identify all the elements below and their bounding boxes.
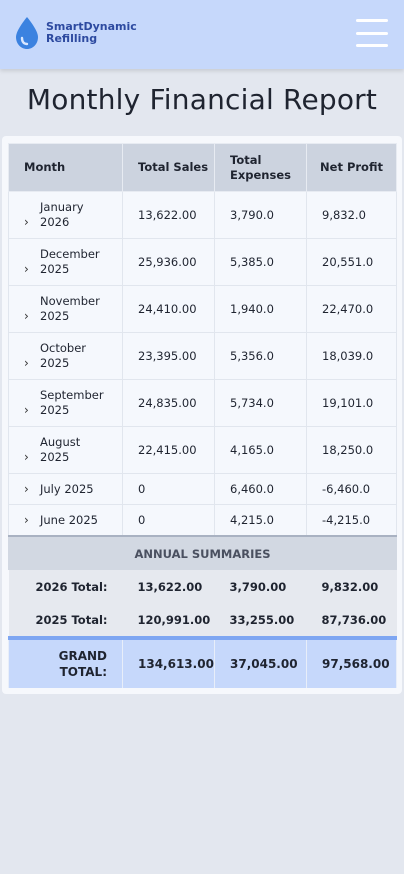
grand-total-profit: 97,568.00 bbox=[306, 636, 397, 688]
brand-name: SmartDynamic Refilling bbox=[46, 21, 156, 45]
annual-summaries-heading-row: ANNUAL SUMMARIES bbox=[8, 535, 397, 570]
expenses-cell: 5,356.0 bbox=[214, 332, 307, 380]
summary-sales: 120,991.00 bbox=[122, 603, 215, 638]
sales-cell: 13,622.00 bbox=[122, 191, 215, 239]
month-cell: › August 2025 bbox=[8, 426, 123, 474]
water-drop-icon bbox=[16, 17, 38, 49]
profit-cell: -6,460.0 bbox=[306, 473, 397, 505]
financial-report-table: Month Total Sales Total Expenses Net Pro… bbox=[8, 143, 397, 688]
grand-total-label: GRAND TOTAL: bbox=[58, 649, 107, 679]
table-row[interactable]: › June 2025 0 4,215.0 -4,215.0 bbox=[8, 504, 397, 537]
summary-row: 2026 Total: 13,622.00 3,790.00 9,832.00 bbox=[8, 570, 397, 603]
summary-expenses: 33,255.00 bbox=[214, 603, 307, 638]
sales-cell: 25,936.00 bbox=[122, 238, 215, 286]
expenses-cell: 4,215.0 bbox=[214, 504, 307, 537]
month-cell: › September 2025 bbox=[8, 379, 123, 427]
summary-profit: 9,832.00 bbox=[306, 570, 397, 603]
chevron-right-icon[interactable]: › bbox=[24, 481, 29, 496]
table-row[interactable]: › October 2025 23,395.00 5,356.0 18,039.0 bbox=[8, 332, 397, 380]
month-cell: › July 2025 bbox=[8, 473, 123, 505]
column-header-month[interactable]: Month bbox=[8, 143, 123, 192]
sales-cell: 0 bbox=[122, 473, 215, 505]
profit-cell: 22,470.0 bbox=[306, 285, 397, 333]
profit-cell: 18,039.0 bbox=[306, 332, 397, 380]
chevron-right-icon[interactable]: › bbox=[24, 215, 29, 229]
month-label: October 2025 bbox=[40, 341, 87, 370]
column-header-net-profit[interactable]: Net Profit bbox=[306, 143, 397, 192]
expenses-cell: 5,385.0 bbox=[214, 238, 307, 286]
summary-sales: 13,622.00 bbox=[122, 570, 215, 603]
brand-name-line1: SmartDynamic bbox=[46, 20, 137, 33]
table-header-row: Month Total Sales Total Expenses Net Pro… bbox=[8, 143, 397, 192]
profit-cell: -4,215.0 bbox=[306, 504, 397, 537]
table-row[interactable]: › January 2026 13,622.00 3,790.0 9,832.0 bbox=[8, 191, 397, 239]
chevron-right-icon[interactable]: › bbox=[24, 450, 29, 464]
grand-total-expenses: 37,045.00 bbox=[214, 636, 307, 688]
chevron-right-icon[interactable]: › bbox=[24, 356, 29, 370]
column-header-total-sales[interactable]: Total Sales bbox=[122, 143, 215, 192]
expenses-cell: 5,734.0 bbox=[214, 379, 307, 427]
expenses-cell: 4,165.0 bbox=[214, 426, 307, 474]
chevron-right-icon[interactable]: › bbox=[24, 512, 29, 527]
sales-cell: 24,835.00 bbox=[122, 379, 215, 427]
table-row[interactable]: › July 2025 0 6,460.0 -6,460.0 bbox=[8, 473, 397, 505]
month-label: June 2025 bbox=[40, 512, 98, 527]
month-cell: › June 2025 bbox=[8, 504, 123, 537]
summary-row: 2025 Total: 120,991.00 33,255.00 87,736.… bbox=[8, 603, 397, 638]
hamburger-bar bbox=[356, 44, 388, 47]
table-row[interactable]: › November 2025 24,410.00 1,940.0 22,470.… bbox=[8, 285, 397, 333]
month-label: July 2025 bbox=[40, 481, 94, 496]
sales-cell: 22,415.00 bbox=[122, 426, 215, 474]
annual-summaries-heading: ANNUAL SUMMARIES bbox=[8, 535, 397, 570]
table-row[interactable]: › August 2025 22,415.00 4,165.0 18,250.0 bbox=[8, 426, 397, 474]
sales-cell: 0 bbox=[122, 504, 215, 537]
sales-cell: 24,410.00 bbox=[122, 285, 215, 333]
month-label: January 2026 bbox=[40, 200, 84, 229]
hamburger-bar bbox=[356, 19, 388, 22]
chevron-right-icon[interactable]: › bbox=[24, 262, 29, 276]
month-cell: › January 2026 bbox=[8, 191, 123, 239]
table-row[interactable]: › September 2025 24,835.00 5,734.0 19,101… bbox=[8, 379, 397, 427]
month-cell: › November 2025 bbox=[8, 285, 123, 333]
month-label: September 2025 bbox=[40, 388, 104, 417]
page-title: Monthly Financial Report bbox=[26, 83, 378, 116]
expenses-cell: 6,460.0 bbox=[214, 473, 307, 505]
profit-cell: 20,551.0 bbox=[306, 238, 397, 286]
brand-name-line2: Refilling bbox=[46, 32, 98, 45]
month-cell: › December 2025 bbox=[8, 238, 123, 286]
sales-cell: 23,395.00 bbox=[122, 332, 215, 380]
profit-cell: 18,250.0 bbox=[306, 426, 397, 474]
grand-total-row: GRAND TOTAL: 134,613.00 37,045.00 97,568… bbox=[8, 636, 397, 688]
hamburger-bar bbox=[356, 31, 388, 35]
expenses-cell: 3,790.0 bbox=[214, 191, 307, 239]
month-label: November 2025 bbox=[40, 294, 100, 323]
summary-expenses: 3,790.00 bbox=[214, 570, 307, 603]
summary-profit: 87,736.00 bbox=[306, 603, 397, 638]
profit-cell: 19,101.0 bbox=[306, 379, 397, 427]
brand-logo[interactable]: SmartDynamic Refilling bbox=[14, 16, 156, 50]
month-cell: › October 2025 bbox=[8, 332, 123, 380]
month-label: August 2025 bbox=[40, 435, 81, 464]
hamburger-menu-icon[interactable] bbox=[356, 19, 388, 47]
expenses-cell: 1,940.0 bbox=[214, 285, 307, 333]
summary-label: 2025 Total: bbox=[8, 603, 123, 638]
grand-total-sales: 134,613.00 bbox=[122, 636, 215, 688]
summary-label: 2026 Total: bbox=[8, 570, 123, 603]
column-header-total-expenses[interactable]: Total Expenses bbox=[214, 143, 307, 192]
top-navigation-bar: SmartDynamic Refilling bbox=[0, 0, 404, 69]
table-row[interactable]: › December 2025 25,936.00 5,385.0 20,551.… bbox=[8, 238, 397, 286]
chevron-right-icon[interactable]: › bbox=[24, 403, 29, 417]
grand-total-label-cell: GRAND TOTAL: bbox=[8, 636, 123, 688]
chevron-right-icon[interactable]: › bbox=[24, 309, 29, 323]
month-label: December 2025 bbox=[40, 247, 100, 276]
profit-cell: 9,832.0 bbox=[306, 191, 397, 239]
